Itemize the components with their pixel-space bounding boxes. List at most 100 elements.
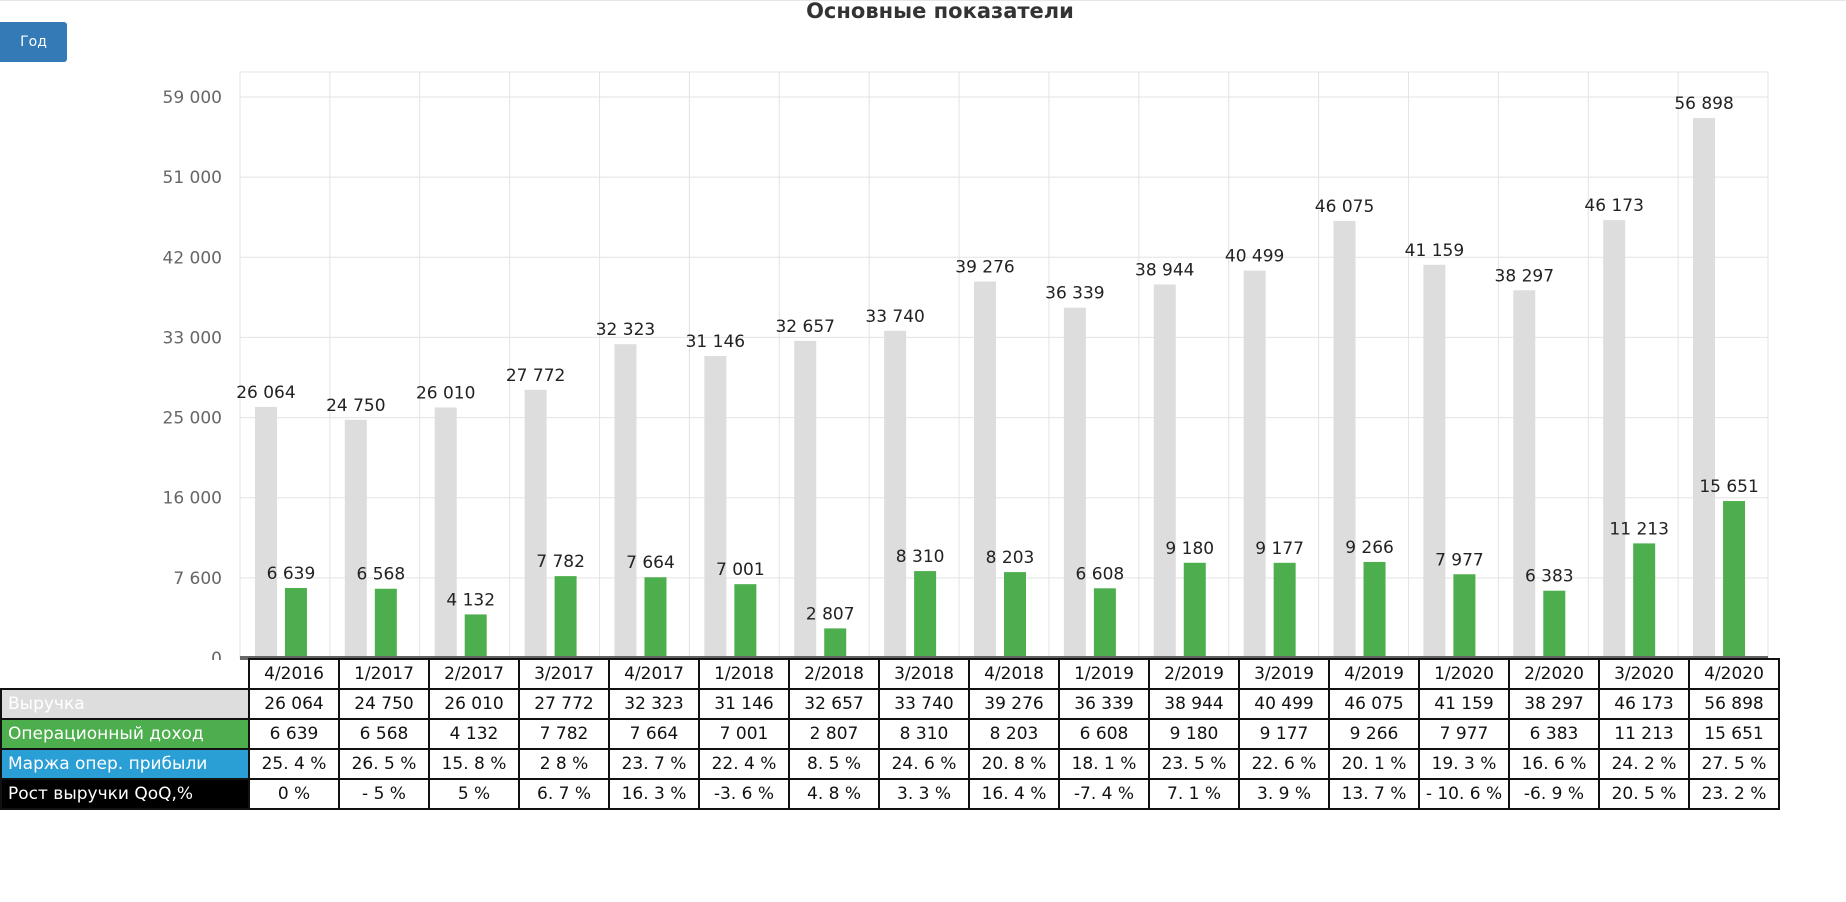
- table-cell: 24 750: [338, 688, 430, 720]
- operating-income-bar: [464, 614, 487, 658]
- table-cell: 32 323: [608, 688, 700, 720]
- period-header-cell: 3/2020: [1598, 658, 1690, 690]
- period-header-cell: 3/2018: [878, 658, 970, 690]
- operating-income-data-label: 7 977: [1435, 550, 1484, 570]
- bar-chart: 0 7 600 16 000 25 000 33 000 42 000 51 000 59 0…: [163, 71, 1769, 660]
- revenue-bar: [1063, 307, 1086, 658]
- revenue-data-label: 46 075: [1315, 197, 1374, 217]
- table-cell: 40 499: [1238, 688, 1330, 720]
- table-cell: 11 213: [1598, 718, 1690, 750]
- revenue-data-label: 56 898: [1674, 94, 1733, 114]
- table-cell: 27. 5 %: [1688, 748, 1780, 780]
- operating-income-bar: [1363, 561, 1386, 658]
- table-cell: 20. 1 %: [1328, 748, 1420, 780]
- operating-income-bar: [644, 577, 667, 658]
- revenue-bar: [344, 419, 367, 658]
- table-cell: 18. 1 %: [1058, 748, 1150, 780]
- table-cell: 27 772: [518, 688, 610, 720]
- table-header-row: 4/2016 1/2017 2/2017 3/2017 4/2017 1/2018 2/20…: [1, 658, 1780, 690]
- operating-income-data-label: 7 001: [716, 560, 765, 580]
- revenue-data-label: 33 740: [865, 307, 924, 327]
- table-row: Операционный доход 6 639 6 568 4 132 7 782 7 …: [0, 718, 1780, 750]
- period-header-cell: 1/2018: [698, 658, 790, 690]
- revenue-bar: [1513, 290, 1536, 658]
- y-tick-label: 7 600: [173, 569, 222, 589]
- table-cell: 36 339: [1058, 688, 1150, 720]
- period-header-cell: 2/2020: [1508, 658, 1600, 690]
- table-cell: 6 383: [1508, 718, 1600, 750]
- table-cell: 7 001: [698, 718, 790, 750]
- revenue-bar: [974, 281, 996, 658]
- table-cell: 6 568: [338, 718, 430, 750]
- operating-income-bar: [554, 576, 577, 658]
- revenue-bar: [1153, 284, 1176, 658]
- period-header-cell: 3/2019: [1238, 658, 1330, 690]
- table-cell: 8 310: [878, 718, 970, 750]
- revenue-bar: [614, 344, 637, 658]
- table-cell: 16. 6 %: [1508, 748, 1600, 780]
- page-title: Основные показатели: [806, 0, 1074, 23]
- revenue-bar: [434, 407, 457, 658]
- operating-income-data-label: 9 266: [1345, 538, 1394, 558]
- revenue-data-label: 39 276: [955, 258, 1014, 278]
- period-header-cell: 2/2017: [428, 658, 520, 690]
- table-cell: 3. 9 %: [1238, 778, 1330, 810]
- table-cell: 19. 3 %: [1418, 748, 1510, 780]
- operating-income-bar: [1453, 574, 1476, 658]
- table-row: Маржа опер. прибыли 25. 4 % 26. 5 % 15. 8 %…: [0, 748, 1780, 780]
- operating-income-bar: [1273, 562, 1296, 658]
- year-button[interactable]: Год: [0, 22, 67, 62]
- table-cell: 3. 3 %: [878, 778, 970, 810]
- revenue-data-label: 38 944: [1135, 260, 1194, 280]
- y-tick-label: 25 000: [163, 409, 222, 429]
- operating-income-bar: [734, 584, 757, 658]
- row-label: Операционный доход: [0, 718, 250, 750]
- y-tick-label: 59 000: [163, 88, 222, 108]
- table-cell: 22. 4 %: [698, 748, 790, 780]
- table-row: Рост выручки QoQ,% 0 % - 5 % 5 % 6. 7 % 16. 3…: [0, 778, 1780, 810]
- y-tick-label: 16 000: [163, 489, 222, 509]
- table-cell: 9 266: [1328, 718, 1420, 750]
- table-cell: 4 132: [428, 718, 520, 750]
- revenue-data-label: 26 010: [416, 383, 475, 403]
- revenue-data-label: 24 750: [326, 396, 385, 416]
- period-header-cell: 1/2019: [1058, 658, 1150, 690]
- table-cell: 24. 6 %: [878, 748, 970, 780]
- operating-income-bar: [1093, 588, 1116, 658]
- operating-income-data-label: 6 383: [1525, 567, 1574, 587]
- operating-income-data-label: 9 177: [1255, 539, 1304, 559]
- table-cell: 6 608: [1058, 718, 1150, 750]
- revenue-bar: [1333, 220, 1356, 658]
- table-cell: 23. 5 %: [1148, 748, 1240, 780]
- revenue-bar: [1693, 118, 1716, 658]
- top-divider: [0, 0, 1846, 1]
- table-cell: 13. 7 %: [1328, 778, 1420, 810]
- table-cell: 15. 8 %: [428, 748, 520, 780]
- operating-income-bar: [1183, 562, 1206, 658]
- table-cell: 23. 2 %: [1688, 778, 1780, 810]
- table-cell: 6 639: [248, 718, 340, 750]
- operating-income-bar: [374, 588, 397, 658]
- table-cell: - 10. 6 %: [1418, 778, 1510, 810]
- period-header-cell: 4/2019: [1328, 658, 1420, 690]
- table-cell: 46 173: [1598, 688, 1690, 720]
- period-header-cell: 2/2019: [1148, 658, 1240, 690]
- table-cell: 7 782: [518, 718, 610, 750]
- revenue-data-label: 27 772: [506, 366, 565, 386]
- table-cell: 9 180: [1148, 718, 1240, 750]
- table-cell: 32 657: [788, 688, 880, 720]
- table-cell: 7 977: [1418, 718, 1510, 750]
- table-cell: 15 651: [1688, 718, 1780, 750]
- table-cell: -7. 4 %: [1058, 778, 1150, 810]
- table-cell: 6. 7 %: [518, 778, 610, 810]
- period-header-cell: 4/2016: [248, 658, 340, 690]
- operating-income-bar: [824, 628, 847, 658]
- table-cell: 26. 5 %: [338, 748, 430, 780]
- revenue-data-label: 46 173: [1584, 196, 1643, 216]
- revenue-bar: [794, 340, 817, 658]
- table-cell: 39 276: [968, 688, 1060, 720]
- table-cell: 25. 4 %: [248, 748, 340, 780]
- table-cell: 20. 8 %: [968, 748, 1060, 780]
- operating-income-bar: [914, 571, 937, 658]
- table-cell: 46 075: [1328, 688, 1420, 720]
